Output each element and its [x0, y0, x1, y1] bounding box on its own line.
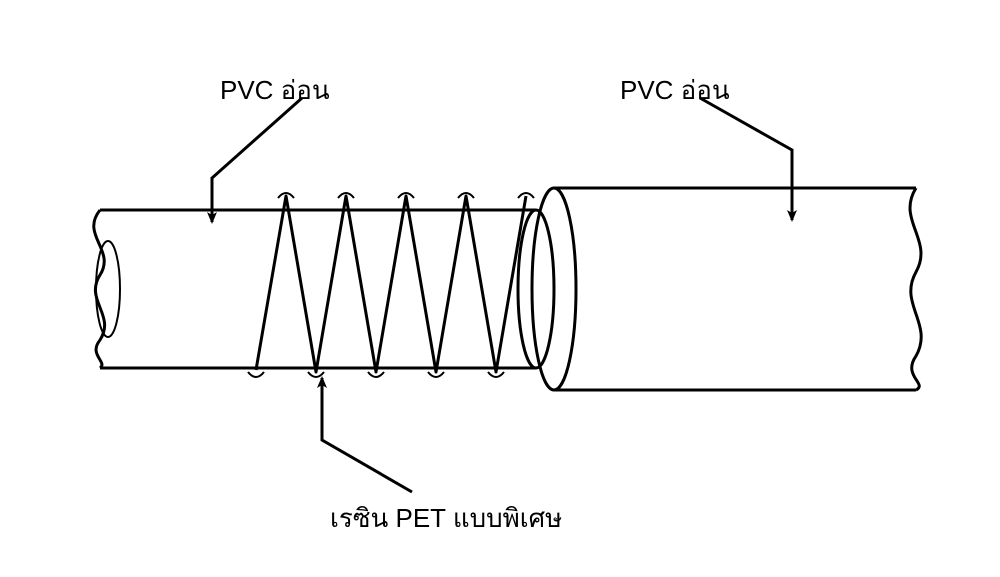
callout-outer-arrow	[700, 98, 792, 220]
spiral-reinforcement	[248, 193, 534, 377]
hose-diagram	[0, 0, 1000, 577]
callout-arrows	[212, 98, 792, 492]
callout-spiral-arrow	[322, 378, 412, 492]
outer-tube	[532, 188, 921, 390]
inner-tube	[94, 210, 554, 368]
